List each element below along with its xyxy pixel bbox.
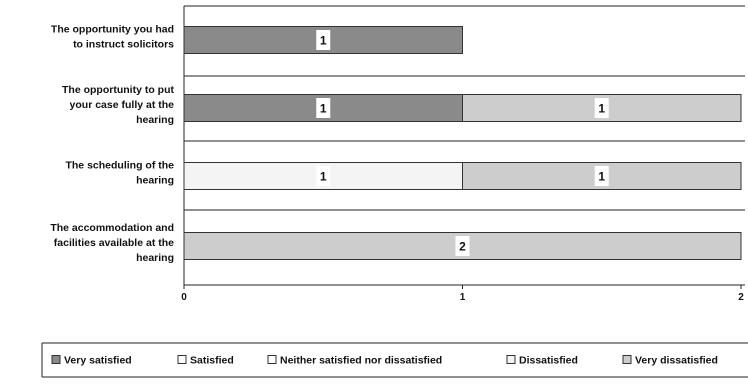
- data-label: 1: [598, 102, 605, 116]
- category-label: The scheduling of the hearing: [65, 160, 174, 187]
- category-label-line: facilities available at the: [54, 237, 174, 249]
- legend-label: Satisfied: [190, 355, 234, 367]
- category-label-line: hearing: [136, 252, 174, 264]
- data-label: 1: [320, 170, 327, 184]
- legend: Very satisfied Satisfied Neither satisfied…: [42, 343, 748, 377]
- category-label-line: The opportunity to put: [62, 84, 174, 96]
- legend-item: Very satisfied: [52, 355, 132, 367]
- legend-swatch: [623, 356, 631, 364]
- legend-swatch: [268, 356, 276, 364]
- legend-swatch: [507, 356, 515, 364]
- value-axis: 0 1 2: [181, 285, 744, 303]
- category-label-line: The accommodation and: [50, 222, 174, 234]
- category-label-line: your case fully at the: [70, 99, 175, 111]
- legend-swatch: [52, 356, 60, 364]
- data-label: 1: [598, 170, 605, 184]
- category-label-line: to instruct solicitors: [73, 39, 174, 51]
- legend-item: Very dissatisfied: [623, 355, 718, 367]
- tick-label: 2: [738, 292, 744, 303]
- legend-item: Neither satisfied nor dissatisfied: [268, 355, 442, 367]
- tick-label: 1: [460, 292, 466, 303]
- category-label: The opportunity to put your case fully at…: [62, 84, 174, 126]
- category-label-line: The scheduling of the: [65, 160, 174, 172]
- legend-label: Neither satisfied nor dissatisfied: [280, 355, 442, 367]
- legend-item: Dissatisfied: [507, 355, 578, 367]
- data-label: 2: [459, 240, 466, 254]
- category-label-line: hearing: [136, 114, 174, 126]
- legend-item: Satisfied: [178, 355, 234, 367]
- plot-area: 1 1 1 1 1 2: [184, 6, 745, 285]
- legend-label: Very satisfied: [64, 355, 132, 367]
- legend-swatch: [178, 356, 186, 364]
- legend-label: Very dissatisfied: [635, 355, 718, 367]
- category-label: The accommodation and facilities availabl…: [50, 222, 174, 264]
- legend-label: Dissatisfied: [519, 355, 578, 367]
- tick-label: 0: [181, 292, 187, 303]
- data-label: 1: [320, 102, 327, 116]
- category-label: The opportunity you had to instruct solic…: [51, 24, 174, 51]
- category-label-line: The opportunity you had: [51, 24, 174, 36]
- category-label-line: hearing: [136, 175, 174, 187]
- data-label: 1: [320, 34, 327, 48]
- category-axis: The opportunity you had to instruct solic…: [50, 24, 174, 265]
